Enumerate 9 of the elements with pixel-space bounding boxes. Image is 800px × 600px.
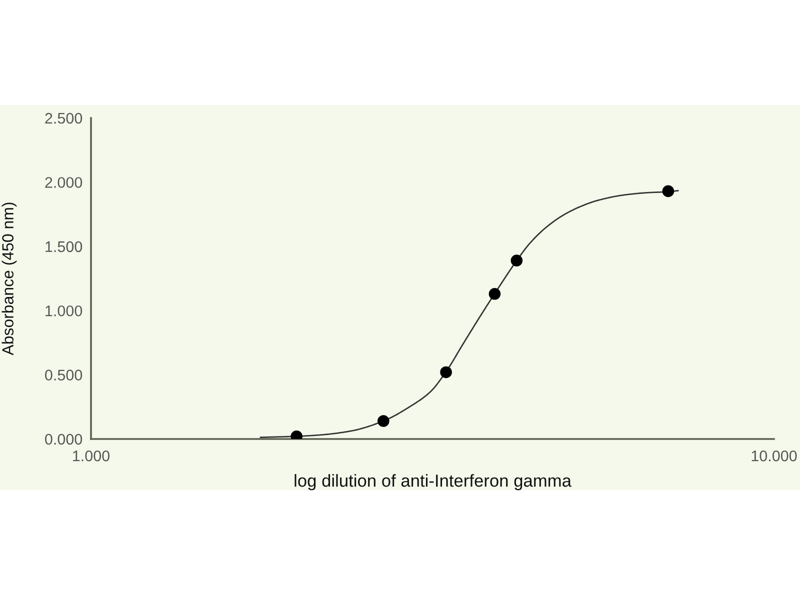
y-tick-label: 2.000 [45, 177, 82, 188]
y-tick-label: 1.500 [46, 241, 82, 252]
y-tick-label: 2.500 [45, 112, 82, 124]
y-tick-label: 0.000 [45, 434, 82, 445]
y-tick-label: 0.500 [45, 370, 82, 380]
x-tick-label: 10.000 [752, 450, 797, 462]
y-axis-title: Absorbance (450 nm) [2, 202, 17, 356]
x-axis-title: log dilution of anti-Interferon gamma [294, 474, 572, 490]
y-tick-label: 1.000 [46, 305, 82, 316]
